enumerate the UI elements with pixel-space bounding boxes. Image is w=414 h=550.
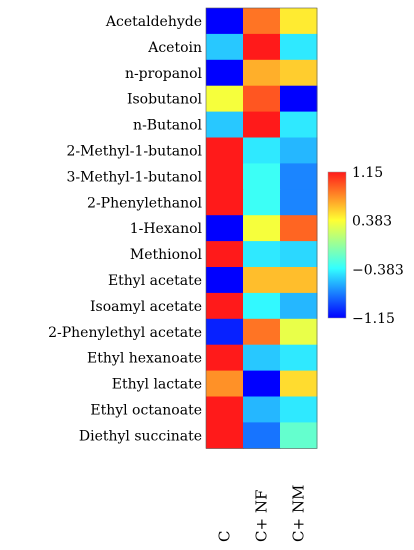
heatmap-cell bbox=[206, 267, 244, 294]
heatmap-cell bbox=[280, 215, 318, 242]
heatmap-cell bbox=[206, 370, 244, 397]
heatmap-cell bbox=[206, 189, 244, 216]
colorbar-tick-label: 0.383 bbox=[352, 214, 392, 230]
heatmap-cell bbox=[243, 241, 281, 268]
heatmap-cell bbox=[243, 344, 281, 372]
row-label: Ethyl lactate bbox=[112, 377, 202, 393]
heatmap-cell bbox=[243, 422, 281, 449]
heatmap-cell bbox=[280, 318, 318, 346]
heatmap-cell bbox=[206, 344, 244, 372]
heatmap-cell bbox=[280, 267, 318, 294]
heatmap-cell bbox=[206, 59, 244, 87]
heatmap-cell bbox=[280, 33, 318, 61]
heatmap-cell bbox=[243, 59, 281, 87]
row-label: 1-Hexanol bbox=[130, 221, 203, 237]
heatmap-cell bbox=[243, 85, 281, 113]
heatmap-cell bbox=[243, 189, 281, 216]
heatmap-frame bbox=[205, 7, 318, 449]
heatmap-cell bbox=[280, 137, 318, 164]
colorbar-tick-label: −1.15 bbox=[352, 311, 395, 327]
heatmap-cell bbox=[280, 241, 318, 268]
heatmap-cell bbox=[243, 137, 281, 164]
heatmap-cell bbox=[206, 422, 244, 449]
heatmap-cell bbox=[206, 85, 244, 113]
row-label: Isoamyl acetate bbox=[90, 299, 202, 315]
heatmap-cell bbox=[280, 85, 318, 113]
row-label: Ethyl octanoate bbox=[90, 402, 202, 418]
heatmap-cell bbox=[243, 33, 281, 61]
heatmap-cell bbox=[243, 396, 281, 423]
colorbar-tick-label: 1.15 bbox=[352, 165, 383, 181]
heatmap-cell bbox=[280, 292, 318, 320]
row-label: 2-Methyl-1-butanol bbox=[66, 143, 202, 159]
heatmap-cell bbox=[206, 163, 244, 190]
heatmap-cell bbox=[206, 215, 244, 242]
heatmap-cell bbox=[243, 215, 281, 242]
row-label: 2-Phenylethyl acetate bbox=[48, 325, 202, 341]
heatmap-cell bbox=[243, 267, 281, 294]
heatmap-cell bbox=[243, 292, 281, 320]
colorbar-tick-label: −0.383 bbox=[352, 262, 404, 278]
heatmap-cell bbox=[280, 163, 318, 190]
row-label: n-propanol bbox=[125, 66, 203, 82]
row-labels: Acetaldehyde Acetoin n-propanol Isobutanol n… bbox=[48, 14, 202, 444]
row-label: Ethyl hexanoate bbox=[87, 351, 202, 367]
column-label: C+ NF bbox=[253, 490, 271, 542]
heatmap-cell bbox=[280, 189, 318, 216]
row-label: Methionol bbox=[130, 247, 203, 263]
row-label: Acetaldehyde bbox=[105, 14, 202, 30]
column-label: C bbox=[216, 531, 234, 542]
heatmap-cell bbox=[206, 8, 244, 35]
heatmap-cell bbox=[243, 370, 281, 397]
row-label: Diethyl succinate bbox=[79, 428, 202, 444]
heatmap-cells bbox=[205, 7, 318, 449]
colorbar bbox=[327, 171, 347, 319]
heatmap-cell bbox=[206, 318, 244, 346]
heatmap-cell bbox=[280, 396, 318, 423]
colorbar-gradient bbox=[327, 171, 347, 319]
heatmap-cell bbox=[280, 344, 318, 372]
heatmap-cell bbox=[206, 111, 244, 138]
heatmap-cell bbox=[243, 111, 281, 138]
row-label: 2-Phenylethanol bbox=[87, 195, 202, 211]
heatmap-cell bbox=[280, 422, 318, 449]
heatmap-cell bbox=[243, 8, 281, 35]
column-labels: C C+ NF C+ NM bbox=[216, 485, 308, 542]
heatmap-cell bbox=[280, 59, 318, 87]
row-label: n-Butanol bbox=[133, 118, 202, 134]
heatmap-cell bbox=[243, 163, 281, 190]
heatmap-cell bbox=[280, 111, 318, 138]
heatmap-cell bbox=[243, 318, 281, 346]
row-label: Ethyl acetate bbox=[108, 273, 202, 289]
heatmap-cell bbox=[206, 241, 244, 268]
heatmap-cell bbox=[206, 33, 244, 61]
heatmap-cell bbox=[206, 396, 244, 423]
column-label: C+ NM bbox=[290, 485, 308, 542]
row-label: Isobutanol bbox=[127, 92, 203, 108]
heatmap-cell bbox=[206, 292, 244, 320]
heatmap-cell bbox=[206, 137, 244, 164]
row-label: Acetoin bbox=[147, 40, 202, 56]
colorbar-tick-labels: 1.15 0.383 −0.383 −1.15 bbox=[352, 165, 404, 327]
heatmap-cell bbox=[280, 370, 318, 397]
row-label: 3-Methyl-1-butanol bbox=[66, 169, 202, 185]
heatmap-cell bbox=[280, 8, 318, 35]
